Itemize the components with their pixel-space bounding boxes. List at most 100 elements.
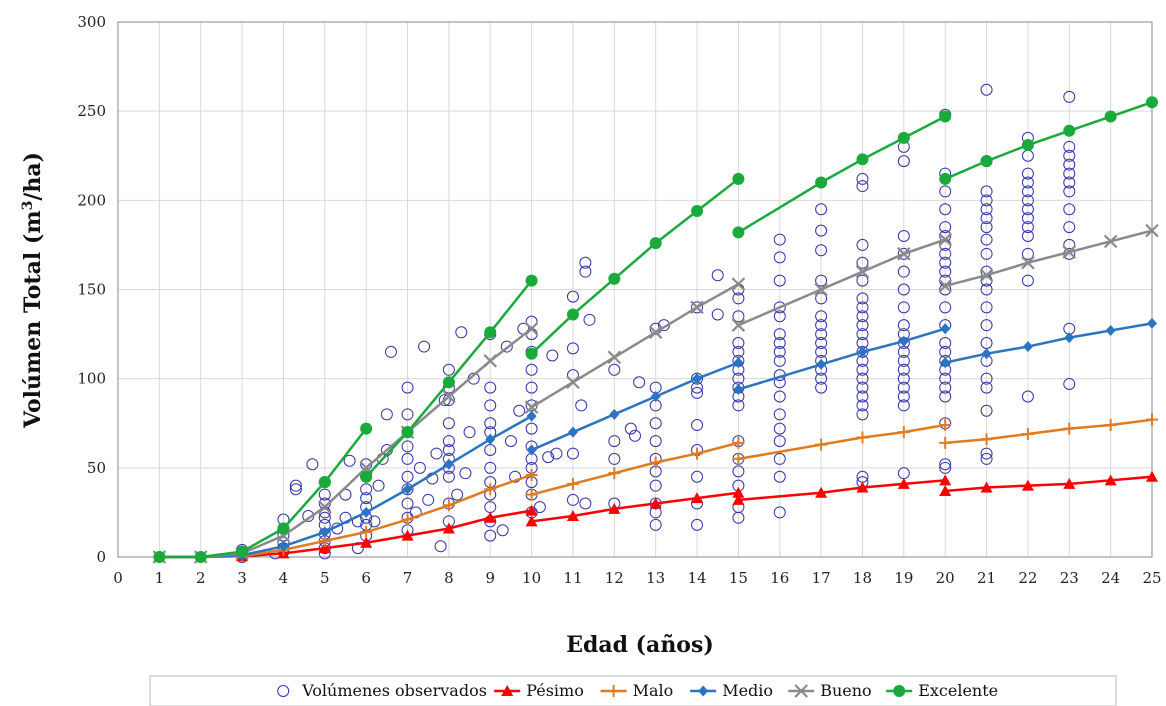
series-marker-medio bbox=[816, 358, 827, 370]
series-marker-medio bbox=[940, 357, 951, 369]
series-marker-malo bbox=[691, 447, 704, 460]
observed-volume-point bbox=[980, 319, 993, 332]
observed-volume-point bbox=[1063, 167, 1076, 180]
series-marker-medio bbox=[1147, 317, 1157, 329]
series-marker-medio bbox=[526, 410, 537, 422]
observed-volume-point bbox=[939, 337, 952, 349]
observed-volume-point bbox=[583, 313, 596, 326]
series-marker-malo bbox=[980, 433, 993, 446]
observed-volume-point bbox=[542, 451, 555, 464]
series-marker-pesimo bbox=[1146, 470, 1158, 482]
observed-volume-point bbox=[624, 422, 637, 435]
observed-volume-point bbox=[856, 372, 869, 385]
legend-item-malo: Malo bbox=[600, 681, 673, 700]
observed-volume-point bbox=[1021, 185, 1034, 198]
observed-volume-point bbox=[711, 269, 724, 282]
series-marker-malo bbox=[1021, 427, 1034, 440]
x-tick-label: 0 bbox=[113, 569, 123, 587]
observed-volume-point bbox=[455, 326, 468, 339]
observed-volume-point bbox=[442, 444, 455, 456]
series-marker-pesimo bbox=[732, 493, 745, 505]
observed-volume-point bbox=[856, 274, 869, 287]
observed-volume-point bbox=[525, 363, 538, 376]
series-marker-medio bbox=[857, 346, 868, 358]
series-marker-medio bbox=[692, 373, 703, 385]
series-marker-medio bbox=[319, 526, 330, 538]
series-marker-excelente bbox=[360, 470, 373, 483]
observed-volume-point bbox=[289, 483, 302, 496]
legend-label: Pésimo bbox=[526, 681, 584, 700]
series-marker-malo bbox=[525, 488, 538, 501]
y-tick-label: 0 bbox=[96, 548, 106, 566]
series-marker-bueno bbox=[731, 318, 746, 332]
series-marker-malo bbox=[401, 513, 414, 526]
series-marker-medio bbox=[485, 433, 496, 445]
observed-volume-point bbox=[500, 340, 513, 353]
observed-volume-point bbox=[897, 381, 910, 394]
observed-volume-point bbox=[484, 381, 497, 394]
observed-volume-point bbox=[815, 372, 828, 385]
observed-volume-point bbox=[980, 203, 993, 216]
observed-volume-point bbox=[1063, 176, 1076, 189]
observed-volume-point bbox=[306, 458, 319, 471]
series-line-malo bbox=[738, 423, 946, 461]
x-tick-label: 23 bbox=[1060, 569, 1079, 587]
y-tick-label: 150 bbox=[77, 281, 106, 299]
observed-volume-point bbox=[1021, 221, 1034, 234]
y-tick-label: 250 bbox=[77, 102, 106, 120]
observed-volume-point bbox=[401, 440, 414, 453]
observed-volume-point bbox=[939, 230, 952, 242]
observed-volume-point bbox=[815, 244, 828, 257]
series-marker-medio bbox=[940, 323, 951, 335]
observed-volume-point bbox=[1021, 203, 1034, 216]
legend-label: Bueno bbox=[820, 681, 871, 700]
observed-volume-point bbox=[289, 479, 302, 492]
observed-volume-point bbox=[401, 381, 414, 394]
observed-volume-point bbox=[579, 256, 592, 269]
observed-volume-point bbox=[980, 212, 993, 225]
observed-volume-point bbox=[897, 265, 910, 278]
x-tick-label: 9 bbox=[485, 569, 495, 587]
observed-volume-point bbox=[566, 369, 579, 382]
observed-volume-point bbox=[856, 328, 869, 341]
y-axis-title: Volúmen Total (m3/ha) bbox=[20, 152, 46, 429]
series-marker-pesimo bbox=[897, 477, 910, 489]
observed-volume-point bbox=[360, 492, 373, 505]
series-marker-medio bbox=[567, 426, 578, 438]
series-line-excelente bbox=[944, 101, 1153, 181]
legend-symbol bbox=[277, 685, 290, 697]
series-marker-medio bbox=[609, 408, 620, 420]
observed-volume-point bbox=[649, 518, 662, 531]
observed-volume-point bbox=[815, 345, 828, 358]
series-marker-pesimo bbox=[401, 529, 414, 541]
series-marker-malo bbox=[484, 483, 497, 496]
x-axis-title: Edad (años) bbox=[566, 632, 714, 658]
observed-volume-point bbox=[691, 518, 704, 531]
observed-volume-point bbox=[773, 310, 786, 323]
x-tick-label: 15 bbox=[729, 569, 748, 587]
x-tick-label: 11 bbox=[563, 569, 582, 587]
observed-volume-point bbox=[939, 203, 952, 216]
observed-volume-point bbox=[732, 292, 745, 305]
observed-volume-point bbox=[546, 349, 559, 362]
series-marker-malo bbox=[856, 431, 869, 444]
series-marker-malo bbox=[815, 438, 828, 451]
series-marker-medio bbox=[1105, 325, 1116, 337]
observed-volume-point bbox=[1063, 185, 1076, 198]
observed-volume-point bbox=[980, 283, 993, 296]
series-marker-bueno bbox=[731, 277, 746, 291]
observed-volume-point bbox=[1021, 390, 1034, 403]
x-tick-label: 19 bbox=[894, 569, 913, 587]
series-marker-pesimo bbox=[856, 481, 869, 493]
observed-volume-point bbox=[856, 238, 869, 251]
series-marker-excelente bbox=[277, 522, 290, 535]
series-marker-excelente bbox=[732, 172, 745, 185]
x-tick-label: 2 bbox=[196, 569, 206, 587]
series-marker-malo bbox=[732, 452, 745, 465]
observed-volume-point bbox=[939, 283, 952, 296]
observed-volume-point bbox=[856, 363, 869, 376]
observed-volume-point bbox=[732, 337, 745, 349]
x-tick-label: 20 bbox=[936, 569, 955, 587]
observed-volume-point bbox=[897, 390, 910, 403]
x-tick-label: 3 bbox=[237, 569, 247, 587]
